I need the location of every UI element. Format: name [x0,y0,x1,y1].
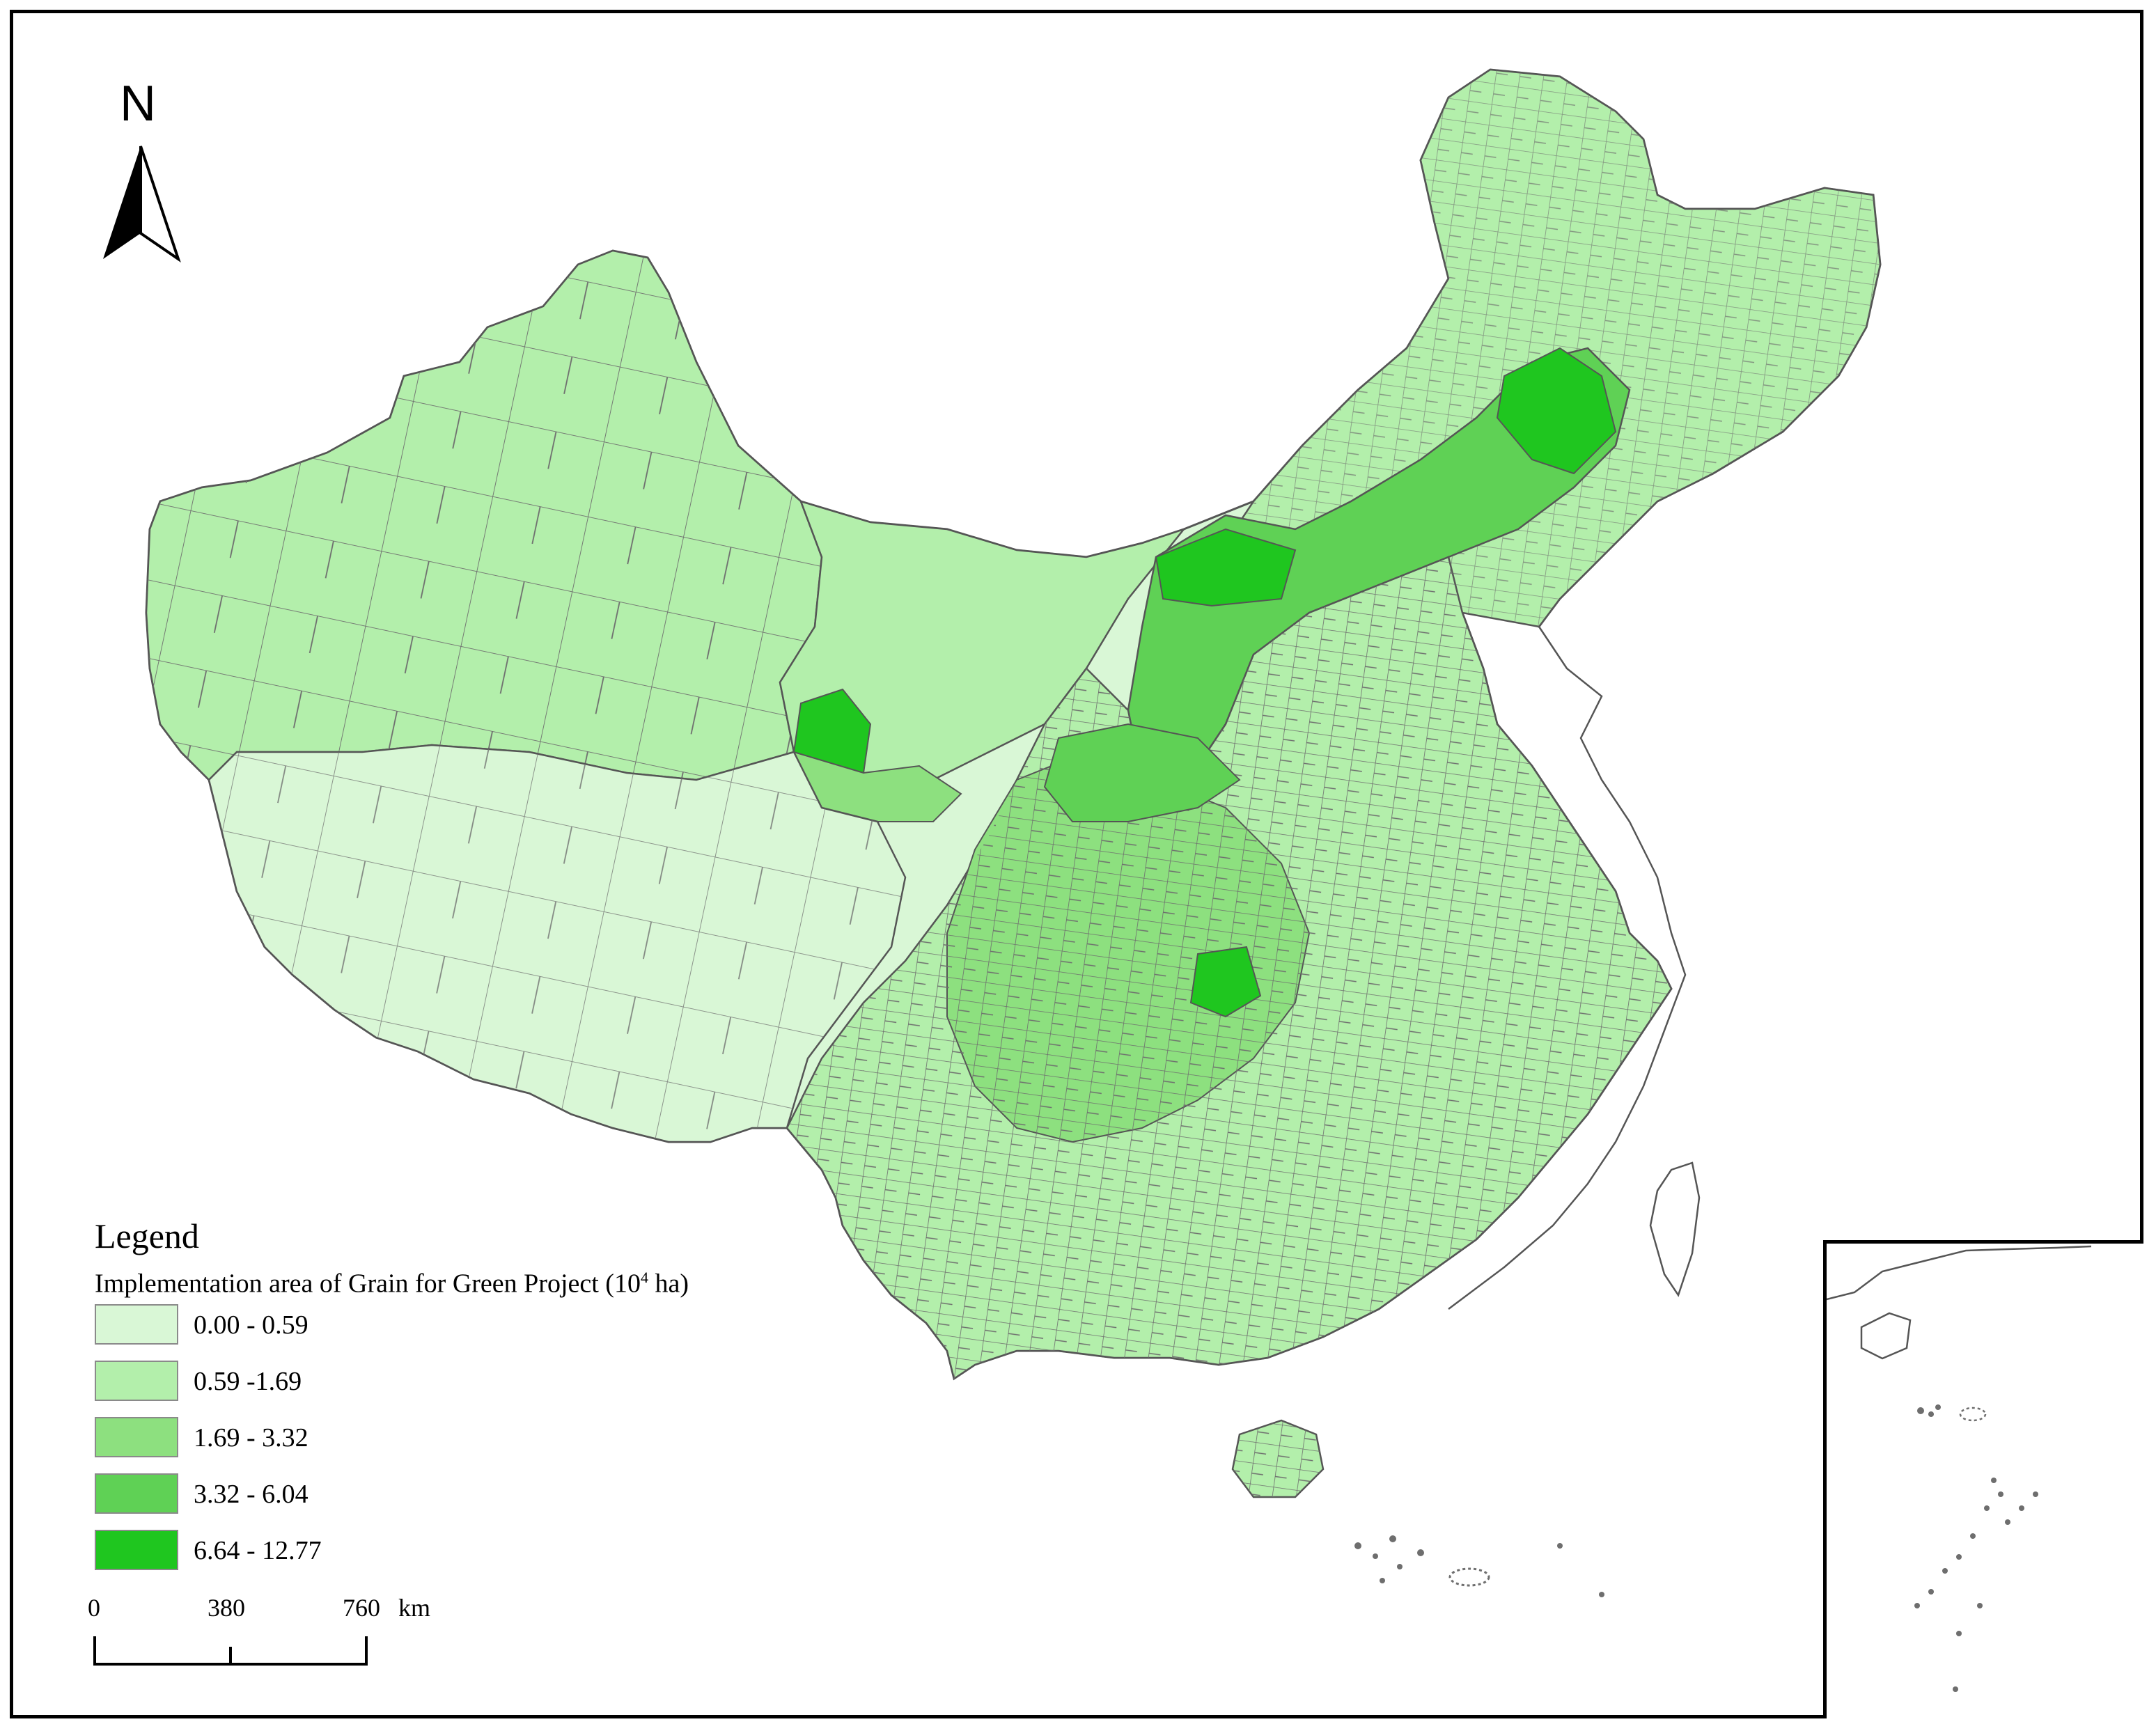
north-arrow [103,146,181,263]
inset-hainan-island [1860,1312,1912,1360]
legend-item-class-2: 0.59 -1.69 [95,1361,513,1402]
inset-islands [1914,1404,2038,1692]
legend-swatch-class-2 [95,1361,178,1401]
region-tibet-grid [209,745,905,1142]
scale-unit: km [398,1594,431,1622]
legend-item-class-1: 0.00 - 0.59 [95,1304,513,1346]
legend: Legend Implementation area of Grain for … [95,1215,861,1591]
region-loess-plateau [1043,723,1241,822]
taiwan-outline [1649,1161,1701,1297]
legend-label-class-4: 3.32 - 6.04 [194,1480,308,1509]
legend-item-class-4: 3.32 - 6.04 [95,1473,513,1515]
scale-tick-0: 0 [88,1594,100,1622]
inset-map [1826,1245,2092,1692]
scale-tick-380: 380 [208,1594,245,1622]
legend-label-class-1: 0.00 - 0.59 [194,1310,308,1340]
east-coastline [1448,626,1687,1310]
legend-subtitle-exponent: 4 [640,1269,648,1286]
legend-swatch-class-4 [95,1473,178,1514]
south-china-sea-inset [1823,1240,2143,1718]
legend-subtitle-main: Implementation area of Grain for Green P… [95,1269,641,1299]
legend-subtitle-unit: ha) [648,1269,689,1299]
scale-tick-760: 760 [343,1594,380,1622]
region-north-band-darkest [1155,528,1297,607]
legend-label-class-2: 0.59 -1.69 [194,1367,302,1396]
legend-label-class-5: 6.64 - 12.77 [194,1536,322,1565]
scale-bar: 0 380 760 km [77,1593,508,1670]
legend-title: Legend [95,1216,199,1255]
legend-swatch-class-3 [95,1417,178,1457]
legend-item-class-5: 6.64 - 12.77 [95,1530,513,1572]
region-northeast-darkest [1496,347,1617,475]
legend-swatch-class-5 [95,1530,178,1570]
region-northwest-grid [146,251,822,780]
region-northeast-grid [1198,70,1880,627]
legend-label-class-3: 1.69 - 3.32 [194,1423,308,1452]
region-chongqing-dark [1189,946,1262,1018]
hainan-grid [1233,1420,1323,1497]
south-china-sea-islands [1354,1535,1604,1597]
scale-bar-line [93,1636,368,1666]
legend-swatch-class-1 [95,1304,178,1345]
legend-subtitle: Implementation area of Grain for Green P… [95,1262,689,1300]
north-arrow-label: N [120,76,156,132]
map-frame [10,10,2143,1718]
legend-item-class-3: 1.69 - 3.32 [95,1417,513,1459]
